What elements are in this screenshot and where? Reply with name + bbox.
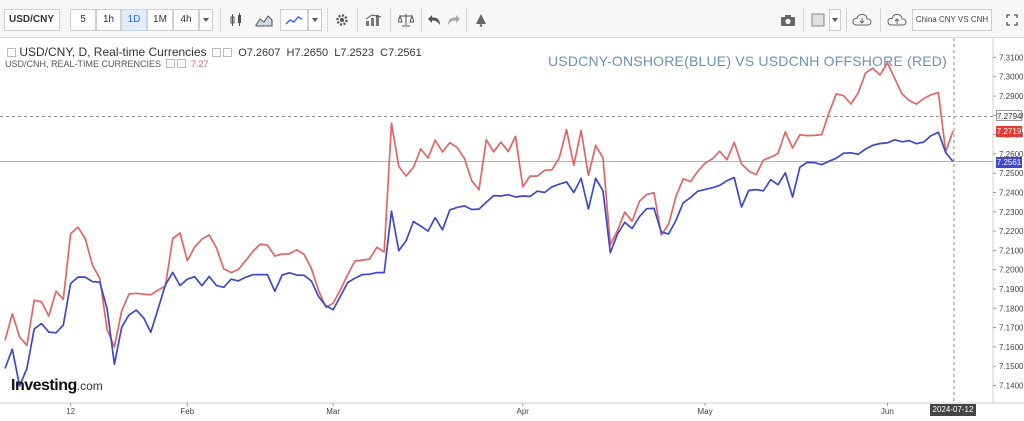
interval-4h-button[interactable]: 4h	[173, 9, 199, 31]
secondary-visibility-icon[interactable]	[176, 59, 186, 68]
mountain-chart-icon[interactable]	[252, 9, 276, 31]
secondary-settings-icon[interactable]	[165, 59, 175, 68]
collapse-legend-icon[interactable]	[7, 48, 16, 57]
main-series-legend: USD/CNY, D, Real-time Currencies O7.2607…	[5, 45, 422, 59]
chart-toolbar: USD/CNY 5 1h 1D 1M 4h	[0, 0, 1024, 38]
ohlc-open: O7.2607	[238, 47, 281, 59]
interval-1h-button[interactable]: 1h	[96, 9, 121, 31]
camera-icon[interactable]	[777, 9, 799, 31]
scales-icon[interactable]	[395, 9, 417, 31]
cloud-download-icon[interactable]	[850, 9, 874, 31]
fullscreen-icon[interactable]	[1002, 9, 1022, 31]
y-tick-label: 7.1800	[999, 304, 1024, 313]
dropdown-caret-icon[interactable]	[308, 9, 322, 31]
interval-dropdown-icon[interactable]	[199, 9, 213, 31]
logo-brand: Investing	[11, 377, 77, 394]
usdcnh-last-price-tag: 7.2719	[996, 126, 1022, 137]
settings-toggle-icon[interactable]	[211, 48, 221, 57]
y-tick-label: 7.2400	[999, 189, 1024, 198]
indicators-icon[interactable]	[362, 9, 386, 31]
line-chart-icon[interactable]	[280, 9, 308, 31]
x-tick-label: Mar	[326, 407, 340, 416]
y-tick-label: 7.2100	[999, 246, 1024, 255]
x-tick-label: May	[697, 407, 712, 416]
chart-title: USDCNY-ONSHORE(BLUE) VS USDCNH OFFSHORE …	[548, 53, 947, 69]
color-swatch-icon[interactable]	[808, 9, 828, 31]
symbol-search-input[interactable]: USD/CNY	[4, 9, 60, 31]
x-tick-label: 12	[66, 407, 75, 416]
main-series-name: USD/CNY, D, Real-time Currencies	[19, 45, 207, 59]
usdcnh-series-line	[4, 61, 954, 348]
gear-icon[interactable]	[331, 9, 353, 31]
secondary-series-value: 7.27	[191, 59, 209, 69]
x-tick-label: Feb	[180, 407, 194, 416]
redo-icon[interactable]	[444, 9, 464, 31]
y-tick-label: 7.2200	[999, 227, 1024, 236]
y-tick-label: 7.1900	[999, 285, 1024, 294]
interval-1m-button[interactable]: 1M	[147, 9, 173, 31]
candlestick-icon[interactable]	[225, 9, 247, 31]
y-tick-label: 7.1600	[999, 343, 1024, 352]
ohlc-high: H7.2650	[286, 47, 329, 59]
visibility-toggle-icon[interactable]	[222, 48, 232, 57]
logo-domain: .com	[76, 379, 103, 393]
y-tick-label: 7.2300	[999, 208, 1024, 217]
investing-logo: Investing.com	[11, 377, 103, 395]
swatch-dropdown-icon[interactable]	[829, 9, 841, 31]
y-tick-label: 7.1700	[999, 324, 1024, 333]
x-tick-label: Apr	[517, 407, 530, 416]
ohlc-low: L7.2523	[334, 47, 375, 59]
alert-icon[interactable]	[470, 9, 492, 31]
crosshair-date-tag: 2024-07-12	[930, 404, 976, 416]
y-tick-label: 7.3100	[999, 53, 1024, 62]
y-tick-label: 7.2600	[999, 150, 1024, 159]
layout-name-button[interactable]: China CNY VS CNH	[912, 9, 992, 31]
interval-1d-button[interactable]: 1D	[121, 9, 147, 31]
ohlc-close: C7.2561	[380, 47, 422, 59]
dashed-level-price-tag: 7.2794	[996, 110, 1022, 121]
y-tick-label: 7.2900	[999, 92, 1024, 101]
usdcny-series-line	[4, 131, 954, 387]
y-tick-label: 7.1400	[999, 382, 1024, 391]
undo-icon[interactable]	[424, 9, 444, 31]
x-tick-label: Jun	[881, 407, 894, 416]
y-tick-label: 7.2500	[999, 169, 1024, 178]
usdcny-last-price-tag: 7.2561	[996, 157, 1022, 168]
cloud-upload-icon[interactable]	[885, 9, 909, 31]
y-tick-label: 7.3000	[999, 73, 1024, 82]
y-tick-label: 7.1500	[999, 362, 1024, 371]
y-tick-label: 7.2000	[999, 266, 1024, 275]
interval-5-button[interactable]: 5	[70, 9, 96, 31]
secondary-series-legend: USD/CNH, REAL-TIME CURRENCIES 7.27	[5, 59, 209, 69]
secondary-series-name: USD/CNH, REAL-TIME CURRENCIES	[5, 59, 162, 69]
